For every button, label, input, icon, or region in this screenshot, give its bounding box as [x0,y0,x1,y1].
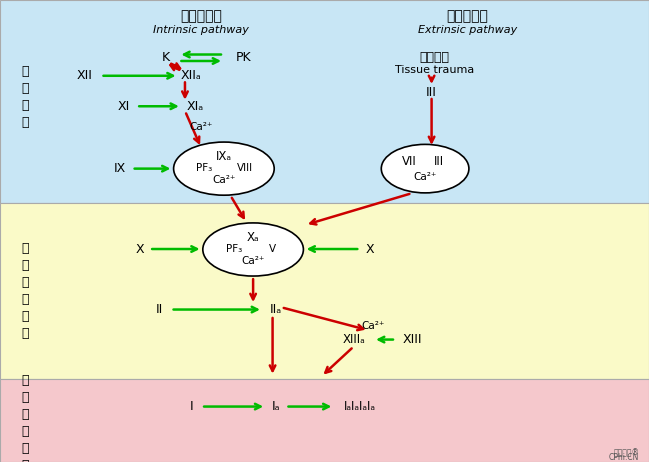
Text: IX: IX [114,162,126,175]
Text: Ca²⁺: Ca²⁺ [361,321,385,331]
Text: IₐIₐIₐIₐ: IₐIₐIₐIₐ [344,400,376,413]
Text: II: II [155,303,163,316]
Text: PF₃: PF₃ [196,163,213,173]
Text: Ca²⁺: Ca²⁺ [241,256,265,266]
Text: Xₐ: Xₐ [247,231,260,244]
Text: Tissue trauma: Tissue trauma [395,65,474,75]
Text: Ca²⁺: Ca²⁺ [413,172,437,182]
Text: 磷
脂
表
面
阶
段: 磷 脂 表 面 阶 段 [21,242,29,340]
Text: XIIₐ: XIIₐ [181,69,202,82]
Ellipse shape [173,142,274,195]
Text: X: X [135,243,144,255]
Text: 外源性途径: 外源性途径 [447,9,488,23]
Ellipse shape [382,144,469,193]
Text: III: III [426,86,437,99]
Text: 纤
维
蛋
白
形
成: 纤 维 蛋 白 形 成 [21,374,29,462]
Bar [0,379,649,462]
Text: X: X [365,243,374,255]
Bar [0,203,649,379]
Text: Ca²⁺: Ca²⁺ [190,122,213,132]
Text: CPhi.CN: CPhi.CN [609,453,639,462]
Text: XII: XII [77,69,92,82]
Text: XIIIₐ: XIIIₐ [342,333,365,346]
Text: III: III [434,155,445,168]
Text: 表
面
激
活: 表 面 激 活 [21,65,29,129]
Text: V: V [269,243,276,254]
Text: K: K [162,51,169,64]
Text: Intrinsic pathway: Intrinsic pathway [153,25,249,35]
Bar [0,0,649,203]
Text: Ca²⁺: Ca²⁺ [212,175,236,185]
Text: XIₐ: XIₐ [186,100,203,113]
Text: XIII: XIII [402,333,422,346]
Text: 制药在线®: 制药在线® [613,449,639,457]
Text: Iₐ: Iₐ [271,400,280,413]
Ellipse shape [202,223,304,276]
Text: 内源性途径: 内源性途径 [180,9,222,23]
Text: PK: PK [236,51,251,64]
Text: Extrinsic pathway: Extrinsic pathway [418,25,517,35]
Text: PF₃: PF₃ [225,243,242,254]
Text: IIₐ: IIₐ [270,303,282,316]
Text: XI: XI [117,100,129,113]
Text: VII: VII [402,155,416,168]
Text: IXₐ: IXₐ [216,150,232,163]
Text: 组织损伤: 组织损伤 [420,51,450,64]
Text: VIII: VIII [238,163,253,173]
Text: I: I [190,400,193,413]
